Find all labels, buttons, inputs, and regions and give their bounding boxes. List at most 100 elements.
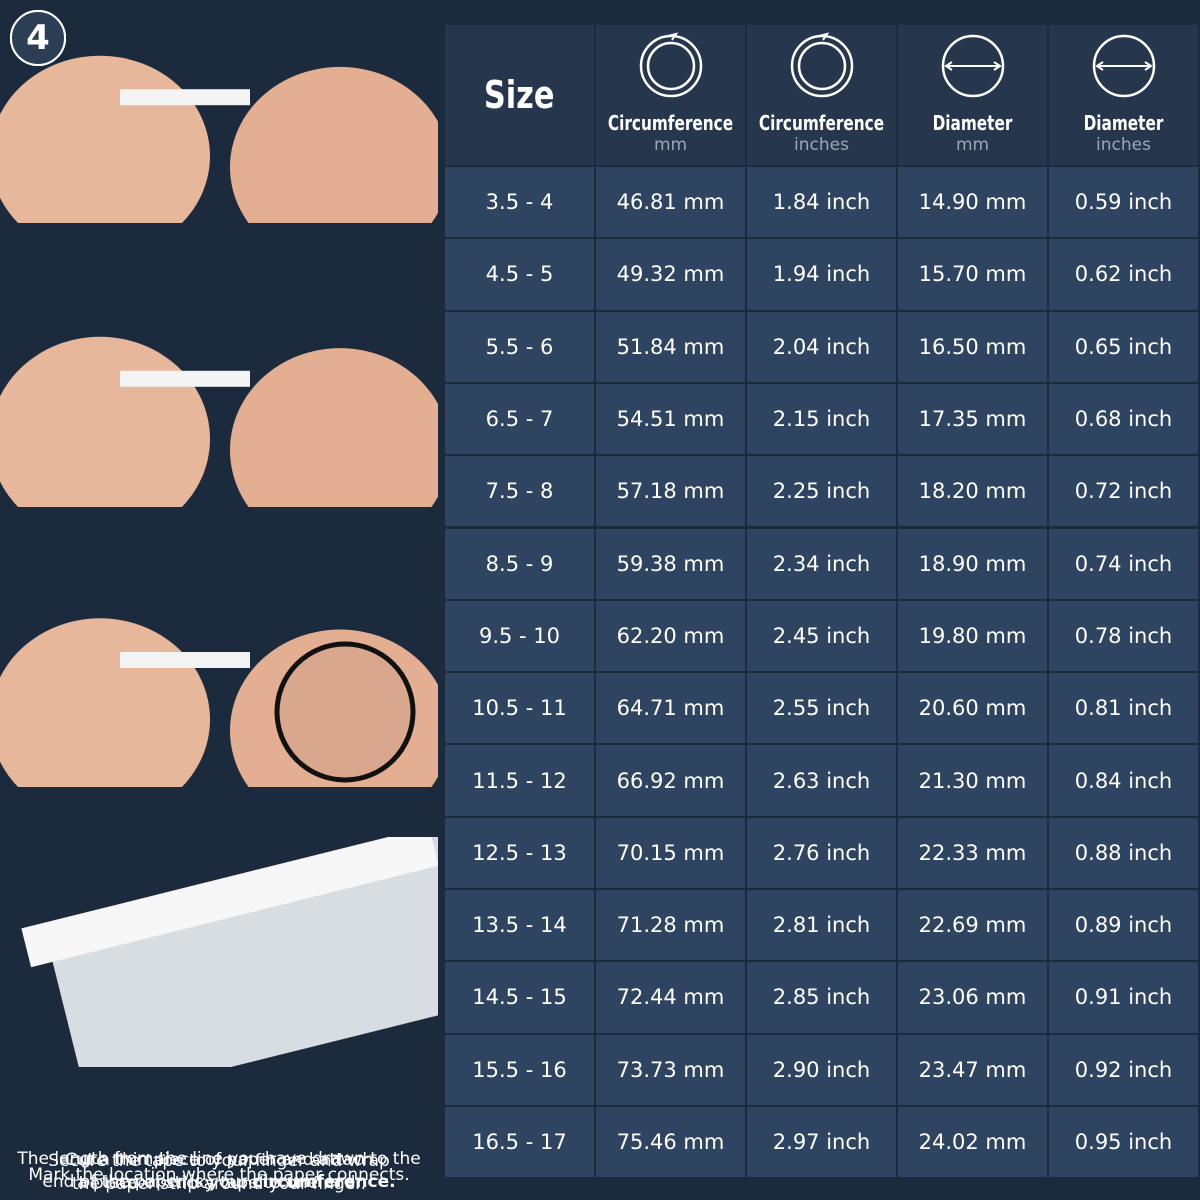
table-cell: 0.59 inch [1049,167,1198,238]
table-cell: 0.65 inch [1049,311,1198,382]
table-cell: 2.81 inch [747,890,896,961]
table-header: Diameter mm [898,25,1047,165]
step-photo [0,280,1200,553]
table-cell: 1.94 inch [747,239,896,310]
table-cell: 57.18 mm [596,456,745,527]
table-cell: 2.25 inch [747,456,896,527]
table-header: Size [445,25,594,165]
step-number: 4 [10,10,66,66]
table-cell: 2.63 inch [747,745,896,816]
table-cell: 0.62 inch [1049,239,1198,310]
table-cell: 66.92 mm [596,745,745,816]
table-cell: 70.15 mm [596,817,745,888]
header-title: Circumference [607,111,734,135]
step-caption: The length from the line you have drawn … [0,1142,438,1200]
table-cell: 10.5 - 11 [445,673,594,744]
table-cell: 1.84 inch [747,167,896,238]
table-cell: 2.76 inch [747,817,896,888]
table-cell: 8.5 - 9 [445,528,594,599]
table-header: Circumference inches [747,25,896,165]
table-cell: 21.30 mm [898,745,1047,816]
table-cell: 15.70 mm [898,239,1047,310]
caption-line: end of the paper is your circumference. [42,1172,396,1192]
table-cell: 7.5 - 8 [445,456,594,527]
header-icon [639,32,702,98]
table-cell: 14.5 - 15 [445,962,594,1033]
table-cell: 72.44 mm [596,962,745,1033]
table-cell: 16.50 mm [898,311,1047,382]
table-cell: 2.55 inch [747,673,896,744]
table-cell: 0.95 inch [1049,1106,1198,1178]
table-cell: 46.81 mm [596,167,745,238]
step-photo [0,562,1200,832]
header-title: Diameter [932,111,1013,135]
table-cell: 9.5 - 10 [445,600,594,672]
table-cell: 0.78 inch [1049,600,1198,672]
table-cell: 75.46 mm [596,1106,745,1178]
step-photo [0,0,1200,268]
step-panel: 4 The length from the line you have drawn… [0,10,1200,1192]
photo-illustration [0,618,450,832]
caption-line: Secure the tape to your finger and wrap [48,1150,390,1171]
header-icon [941,34,1004,98]
table-cell: 2.85 inch [747,962,896,1033]
caption-line: Mark the location where the paper connec… [28,1164,410,1185]
header-title: Size [484,73,555,117]
table-cell: 24.02 mm [898,1106,1047,1178]
table-cell: 2.97 inch [747,1106,896,1178]
table-cell: 51.84 mm [596,311,745,382]
table-cell: 5.5 - 6 [445,311,594,382]
table-cell: 71.28 mm [596,890,745,961]
table-cell: 12.5 - 13 [445,817,594,888]
table-cell: 0.81 inch [1049,673,1198,744]
table-cell: 18.90 mm [898,528,1047,599]
table-header: Diameter inches [1049,25,1198,165]
table-cell: 0.84 inch [1049,745,1198,816]
photo-illustration [21,826,496,1103]
header-unit: mm [955,135,990,155]
step-photo [0,826,1200,1103]
table-cell: 20.60 mm [898,673,1047,744]
table-cell: 64.71 mm [596,673,745,744]
header-unit: mm [653,135,688,155]
caption-line: Cut a thin piece of paper and attach [64,1149,374,1170]
table-cell: 15.5 - 16 [445,1034,594,1105]
table-cell: 73.73 mm [596,1034,745,1105]
caption-line: a piece of sticky tape to one end. [77,1172,361,1193]
header-title: Circumference [758,111,885,135]
table-cell: 6.5 - 7 [445,383,594,455]
table-cell: 17.35 mm [898,383,1047,455]
table-cell: 59.38 mm [596,528,745,599]
table-cell: 4.5 - 5 [445,239,594,310]
header-icon [1092,34,1155,98]
step-caption: Secure the tape to your finger and wrap t… [0,1145,438,1200]
table-cell: 49.32 mm [596,239,745,310]
table-cell: 2.34 inch [747,528,896,599]
step-caption: Cut a thin piece of paper and attach a pi… [0,1143,438,1200]
table-cell: 0.88 inch [1049,817,1198,888]
table-cell: 23.06 mm [898,962,1047,1033]
table-cell: 0.92 inch [1049,1034,1198,1105]
caption-bold: circumference. [252,1172,396,1192]
table-cell: 11.5 - 12 [445,745,594,816]
table-cell: 2.04 inch [747,311,896,382]
table-cell: 0.89 inch [1049,890,1198,961]
step-caption: Mark the location where the paper connec… [0,1150,438,1200]
table-cell: 0.72 inch [1049,456,1198,527]
table-cell: 18.20 mm [898,456,1047,527]
table-cell: 0.74 inch [1049,528,1198,599]
table-cell: 23.47 mm [898,1034,1047,1105]
caption-line: the paper strip around your finger. [72,1173,366,1194]
header-unit: inches [794,135,849,155]
table-cell: 19.80 mm [898,600,1047,672]
table-cell: 22.69 mm [898,890,1047,961]
table-cell: 13.5 - 14 [445,890,594,961]
table-cell: 3.5 - 4 [445,167,594,238]
table-cell: 0.68 inch [1049,383,1198,455]
table-cell: 2.90 inch [747,1034,896,1105]
table-cell: 0.91 inch [1049,962,1198,1033]
table-cell: 62.20 mm [596,600,745,672]
table-header: Circumference mm [596,25,745,165]
table-cell: 54.51 mm [596,383,745,455]
